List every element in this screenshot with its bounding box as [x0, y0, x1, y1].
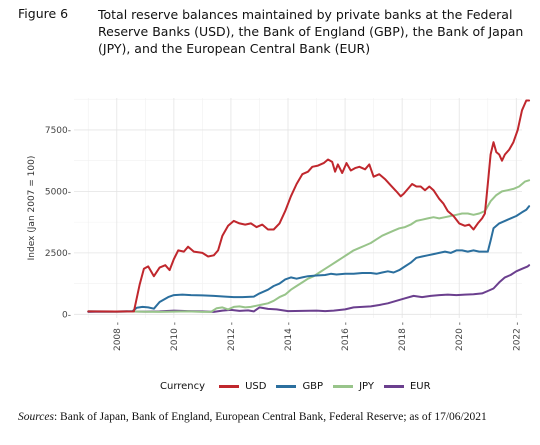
series-line-usd [87, 99, 531, 313]
y-tick-label: 5000- [45, 187, 71, 197]
legend-items: USD GBP JPY EUR [219, 381, 440, 392]
figure-label: Figure 6 [18, 6, 69, 21]
x-tick-label: 2018 - [398, 322, 408, 351]
sources-text: : Bank of Japan, Bank of England, Europe… [53, 411, 487, 423]
x-tick-label: 2008 - [113, 322, 123, 351]
legend-item-eur: EUR [383, 381, 431, 392]
legend-swatch [383, 385, 404, 388]
legend-label: GBP [302, 381, 324, 392]
sources-note: Sources: Bank of Japan, Bank of England,… [18, 410, 530, 425]
legend-swatch [276, 385, 297, 388]
legend-label: EUR [409, 381, 431, 392]
y-tick-label: 0- [62, 310, 71, 320]
y-axis-label: Index (Jan 2007 = 100) [27, 156, 37, 261]
x-tick-label: 2012 - [227, 322, 237, 351]
legend-swatch [219, 385, 240, 388]
legend-item-usd: USD [219, 381, 266, 392]
x-tick-label: 2020 - [455, 322, 465, 351]
legend-item-jpy: JPY [333, 381, 374, 392]
reserve-balance-chart: 0- 2500- 5000- 7500- 2008 - 2010 - 2012 - 2014… [27, 98, 531, 351]
grid-lines [74, 98, 522, 318]
legend-item-gbp: GBP [276, 381, 323, 392]
y-tick-label: 7500- [45, 126, 71, 136]
plot-background [74, 98, 522, 318]
y-axis-ticks: 0- 2500- 5000- 7500- [45, 126, 71, 320]
x-tick-label: 2014 - [284, 322, 294, 351]
legend-title: Currency [160, 381, 206, 392]
series-layer [87, 99, 531, 313]
legend-swatch [333, 385, 354, 388]
x-tick-label: 2010 - [170, 322, 180, 351]
series-line-gbp [87, 205, 531, 313]
y-tick-label: 2500- [45, 249, 71, 259]
legend-label: JPY [359, 381, 374, 392]
sources-label: Sources [18, 411, 54, 423]
legend: Currency USD GBP JPY EUR [160, 381, 441, 392]
legend-label: USD [245, 381, 267, 392]
figure-title: Total reserve balances maintained by pri… [98, 7, 524, 56]
x-tick-label: 2016 - [341, 322, 351, 351]
x-tick-label: 2022 - [512, 322, 522, 351]
x-axis-ticks: 2008 - 2010 - 2012 - 2014 - 2016 - 2018 - 2020… [113, 322, 522, 351]
series-line-jpy [87, 179, 531, 313]
